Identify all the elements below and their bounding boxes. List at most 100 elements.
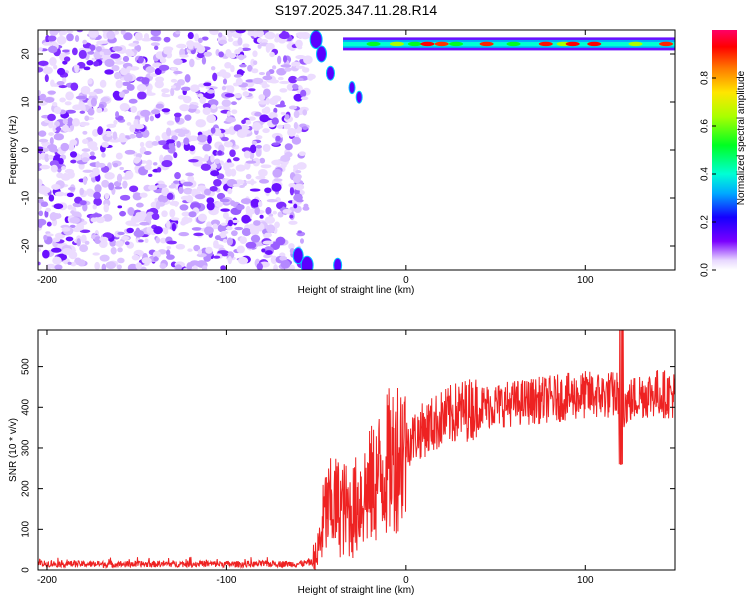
spectrogram-noise-blob xyxy=(258,169,268,177)
spectrogram-noise-blob xyxy=(261,248,266,253)
spectrogram-noise-blob xyxy=(280,154,291,162)
spectrogram-noise-blob xyxy=(256,262,264,270)
spectrogram-noise-blob xyxy=(225,168,233,177)
spectrogram-noise-blob xyxy=(131,254,140,261)
spectrogram-noise-blob xyxy=(254,206,260,216)
spectrogram-noise-blob xyxy=(50,212,62,220)
spectrogram-noise-blob xyxy=(218,51,224,58)
spectrogram-noise-blob xyxy=(221,99,232,107)
spectrogram-noise-blob xyxy=(38,67,44,73)
spectrogram-noise-blob xyxy=(257,100,269,105)
spectrogram-noise-blob xyxy=(126,84,135,91)
spectrogram-noise-blob xyxy=(248,223,256,230)
spectrogram-noise-blob xyxy=(38,130,47,137)
spectrogram-noise-blob xyxy=(45,233,54,237)
spectrogram-noise-blob xyxy=(87,78,93,85)
spectrogram-noise-blob xyxy=(219,198,230,203)
spectrogram-noise-blob xyxy=(241,227,252,237)
spectrogram-noise-blob xyxy=(74,35,80,42)
spectrogram-noise-blob xyxy=(159,263,167,270)
spectrogram-noise-blob xyxy=(83,66,91,71)
spectrogram-noise-blob xyxy=(127,207,135,216)
spectrogram-noise-blob xyxy=(210,154,215,163)
spectrogram-noise-blob xyxy=(117,247,123,253)
spectrogram-noise-blob xyxy=(52,125,57,133)
spectrogram-noise-blob xyxy=(129,124,136,133)
spectrogram-noise-blob xyxy=(225,162,235,168)
spectrogram-noise-blob xyxy=(62,124,70,132)
signal-band-peak xyxy=(407,41,422,47)
spectrogram-noise-blob xyxy=(233,92,242,99)
spectrogram-noise-blob xyxy=(161,187,170,197)
snr-x-tick-label: 0 xyxy=(403,575,409,586)
spectrogram-noise-blob xyxy=(239,64,247,68)
spectrogram-noise-blob xyxy=(265,71,271,78)
spectrogram-noise-blob xyxy=(135,132,143,139)
spectrogram-noise-blob xyxy=(291,61,301,67)
spectrogram-noise-blob xyxy=(81,148,91,152)
spectrogram-noise-blob xyxy=(180,86,191,92)
spectrogram-noise-blob xyxy=(200,163,212,171)
spectrogram-noise-blob xyxy=(224,62,232,69)
spectrogram-noise-blob xyxy=(155,103,164,109)
spectrogram-noise-blob xyxy=(149,73,158,77)
spectrogram-noise-blob xyxy=(206,201,215,211)
colorbar-tick-label: 0.4 xyxy=(700,167,711,181)
spectrogram-noise-blob xyxy=(126,227,134,234)
spectrogram-noise-blob xyxy=(61,227,71,232)
spectrogram-x-tick-label: -100 xyxy=(216,275,236,286)
spectrogram-noise-blob xyxy=(220,230,229,235)
spectrogram-noise-blob xyxy=(293,121,298,130)
spectrogram-noise-blob xyxy=(110,246,117,255)
spectrogram-noise-blob xyxy=(108,182,115,191)
spectrogram-noise-blob xyxy=(241,119,246,125)
spectrogram-noise-blob xyxy=(258,94,266,101)
spectrogram-noise-blob xyxy=(163,36,171,43)
spectrogram-noise-blob xyxy=(168,141,175,150)
spectrogram-noise-blob xyxy=(268,213,274,218)
spectrogram-noise-blob xyxy=(97,162,106,168)
spectrogram-noise-blob xyxy=(73,64,80,70)
spectrogram-noise-blob xyxy=(79,244,89,253)
spectrogram-noise-blob xyxy=(174,128,185,134)
spectrogram-noise-blob xyxy=(241,87,248,91)
spectrogram-noise-blob xyxy=(38,185,49,195)
spectrogram-noise-blob xyxy=(103,203,110,213)
spectrogram-noise-blob xyxy=(143,33,150,41)
spectrogram-noise-blob xyxy=(264,232,272,238)
spectrogram-noise-blob xyxy=(229,30,236,33)
spectrogram-noise-blob xyxy=(178,186,184,194)
spectrogram-noise-blob xyxy=(295,55,306,60)
spectrogram-noise-blob xyxy=(279,256,288,261)
spectrogram-noise-blob xyxy=(38,138,49,143)
colorbar-ticks: 0.0 0.2 0.4 0.6 0.8 xyxy=(700,71,716,277)
spectrogram-noise-blob xyxy=(245,180,257,185)
spectrogram-noise-blob xyxy=(101,152,106,158)
spectrogram-noise-blob xyxy=(78,101,85,111)
spectrogram-noise-blob xyxy=(67,204,73,210)
spectrogram-noise-blob xyxy=(38,210,44,217)
spectrogram-noise-blob xyxy=(161,108,171,113)
spectrogram-noise-blob xyxy=(75,95,87,100)
spectrogram-noise-blob xyxy=(113,119,118,125)
spectrogram-noise-blob xyxy=(266,199,278,203)
spectrogram-noise-blob xyxy=(258,179,270,184)
spectrogram-noise-blob xyxy=(170,217,180,221)
spectrogram-noise-blob xyxy=(78,49,87,59)
spectrogram-noise-blob xyxy=(178,231,190,237)
spectrogram-noise-blob xyxy=(252,50,258,58)
spectrogram-noise-blob xyxy=(270,255,278,265)
spectrogram-noise-blob xyxy=(66,192,74,198)
spectrogram-noise-blob xyxy=(197,134,208,143)
spectrogram-noise-blob xyxy=(271,142,280,146)
spectrogram-noise-blob xyxy=(128,42,138,47)
spectrogram-noise-blob xyxy=(298,151,306,157)
spectrogram-noise-blob xyxy=(49,137,54,146)
spectrogram-noise-blob xyxy=(297,230,302,234)
spectrogram-noise-blob xyxy=(135,262,143,270)
spectrogram-noise-blob xyxy=(84,115,90,122)
spectrogram-noise-blob xyxy=(288,220,298,225)
spectrogram-noise-blob xyxy=(110,53,121,59)
snr-series-line xyxy=(38,330,675,570)
